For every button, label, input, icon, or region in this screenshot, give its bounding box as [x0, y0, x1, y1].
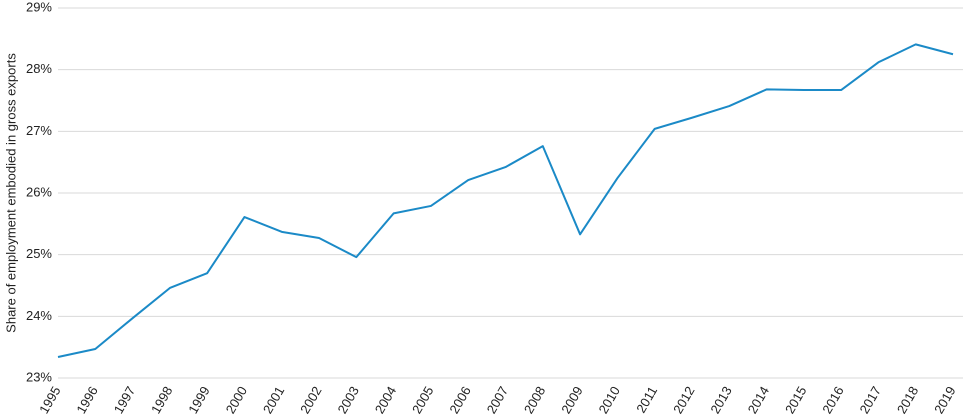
- x-tick-label: 2016: [819, 384, 846, 417]
- x-tick-label: 2011: [633, 384, 660, 416]
- x-tick-label: 2013: [707, 384, 734, 417]
- x-tick-label: 2004: [372, 384, 399, 417]
- x-tick-label: 1995: [36, 384, 63, 417]
- x-tick-label: 1997: [111, 384, 138, 417]
- x-tick-label: 2014: [745, 384, 772, 417]
- y-axis-title: Share of employment embodied in gross ex…: [3, 53, 18, 333]
- y-tick-label: 28%: [26, 61, 52, 76]
- x-tick-label: 2017: [857, 384, 884, 417]
- x-tick-label: 2009: [558, 384, 585, 417]
- y-tick-label: 25%: [26, 246, 52, 261]
- x-tick-label: 2008: [521, 384, 548, 417]
- x-tick-label: 2003: [334, 384, 361, 417]
- x-tick-label: 2005: [409, 384, 436, 417]
- data-line: [57, 43, 954, 359]
- x-tick-label: 2010: [595, 384, 622, 417]
- y-tick-label: 24%: [26, 308, 52, 323]
- x-tick-label: 2001: [260, 384, 287, 417]
- x-tick-label: 2018: [894, 384, 921, 417]
- x-tick-label: 2000: [223, 384, 250, 417]
- x-tick-label: 2007: [484, 384, 511, 417]
- x-tick-label: 2012: [670, 384, 697, 417]
- x-tick-label: 2019: [931, 384, 958, 417]
- x-tick-label: 2006: [446, 384, 473, 417]
- x-tick-label: 2002: [297, 384, 324, 417]
- y-tick-label: 29%: [26, 0, 52, 14]
- x-tick-label: 1996: [73, 384, 100, 417]
- y-tick-label: 26%: [26, 184, 52, 199]
- x-tick-label: 1999: [185, 384, 212, 417]
- y-tick-label: 27%: [26, 123, 52, 138]
- x-tick-label: 1998: [148, 384, 175, 417]
- y-tick-label: 23%: [26, 369, 52, 384]
- x-tick-label: 2015: [782, 384, 809, 417]
